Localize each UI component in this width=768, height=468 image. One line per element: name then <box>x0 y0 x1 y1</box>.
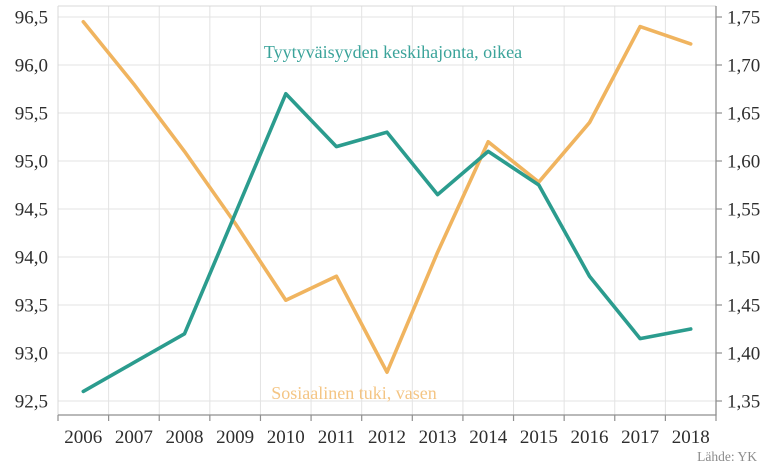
x-axis-label: 2017 <box>621 427 659 448</box>
y-axis-label-right: 1,75 <box>727 8 760 29</box>
y-axis-label-right: 1,65 <box>727 104 760 125</box>
y-axis-label-left: 92,5 <box>15 392 48 413</box>
x-axis-label: 2015 <box>520 427 558 448</box>
y-axis-label-left: 94,5 <box>15 200 48 221</box>
y-axis-label-left: 95,0 <box>15 152 48 173</box>
series-line-right <box>81 92 693 394</box>
series-annotation: Tyytyväisyyden keskihajonta, oikea <box>264 42 522 62</box>
y-axis-label-right: 1,70 <box>727 56 760 77</box>
x-axis-label: 2014 <box>469 427 508 448</box>
y-axis-label-right: 1,35 <box>727 392 760 413</box>
y-axis-label-left: 95,5 <box>15 104 48 125</box>
y-axis-label-left: 94,0 <box>15 248 48 269</box>
y-axis-label-right: 1,45 <box>727 296 760 317</box>
x-axis-label: 2007 <box>115 427 153 448</box>
y-axis-label-right: 1,50 <box>727 248 760 269</box>
y-axis-label-right: 1,40 <box>727 344 760 365</box>
x-axis-label: 2009 <box>216 427 254 448</box>
y-axis-label-left: 96,5 <box>15 8 48 29</box>
y-axis-label-left: 93,5 <box>15 296 48 317</box>
series-line-left <box>81 19 693 375</box>
x-axis-label: 2011 <box>318 427 355 448</box>
y-axis-label-left: 96,0 <box>15 56 48 77</box>
x-axis-label: 2008 <box>166 427 204 448</box>
y-axis-label-left: 93,0 <box>15 344 48 365</box>
x-axis-label: 2013 <box>419 427 457 448</box>
source-label: Lähde: YK <box>697 449 757 464</box>
y-axis-label-right: 1,55 <box>727 200 760 221</box>
y-axis-label-right: 1,60 <box>727 152 760 173</box>
x-axis-label: 2016 <box>570 427 608 448</box>
x-axis-label: 2018 <box>672 427 710 448</box>
x-axis-label: 2006 <box>64 427 102 448</box>
series-annotation: Sosiaalinen tuki, vasen <box>271 383 436 403</box>
x-axis-label: 2012 <box>368 427 406 448</box>
x-axis-label: 2010 <box>267 427 305 448</box>
